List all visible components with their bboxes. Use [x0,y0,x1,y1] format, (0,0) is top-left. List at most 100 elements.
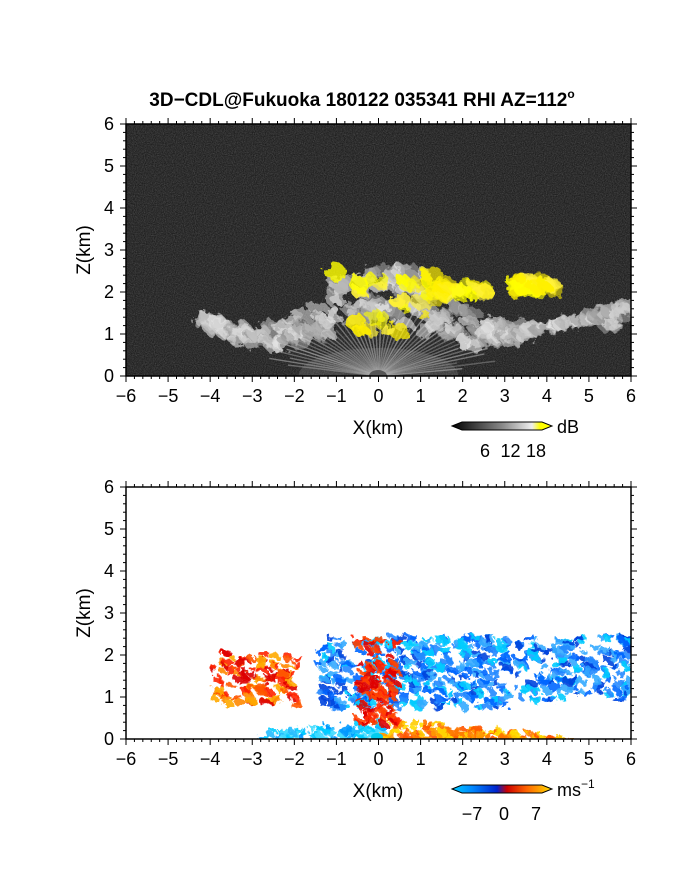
negative-velocity-cell [366,703,374,710]
negative-velocity-cell [385,639,393,648]
negative-velocity-cell [529,688,541,692]
negative-velocity-cell [468,680,476,685]
positive-velocity-cell [395,720,404,729]
negative-velocity-cell [497,657,505,662]
positive-velocity-cell [422,736,434,739]
positive-velocity-cell [386,729,394,737]
negative-velocity-cell [604,634,612,642]
positive-velocity-cell [446,727,458,735]
positive-velocity-cell [390,712,398,719]
negative-velocity-cell [360,638,366,646]
positive-velocity-cell [411,726,417,731]
negative-velocity-cell [491,644,502,651]
title-degree: o [567,87,574,101]
velocity-xtick-label: 3 [500,749,510,769]
negative-velocity-cell [350,734,357,738]
positive-velocity-cell [392,691,398,698]
negative-velocity-cell [440,664,446,669]
negative-velocity-cell [309,725,318,731]
positive-velocity-cell [220,695,231,701]
negative-velocity-cell [531,652,540,660]
positive-velocity-cell [382,678,388,683]
positive-velocity-cell [355,717,363,723]
negative-velocity-cell [563,677,571,686]
negative-velocity-cell [376,729,386,734]
radar-ray [302,337,379,376]
negative-velocity-cell [335,699,346,704]
reflectivity-noise [126,124,631,376]
positive-velocity-cell [264,682,271,688]
negative-velocity-cell [606,689,612,696]
velocity-xtick-label: −6 [116,749,137,769]
positive-velocity-cell [228,654,234,661]
positive-velocity-cell [354,637,362,643]
positive-velocity-cell [222,651,231,655]
negative-velocity-cell [413,670,424,676]
negative-velocity-cell [408,681,414,687]
positive-velocity-cell [257,668,262,674]
negative-velocity-cell [626,690,631,695]
negative-velocity-cell [386,698,392,703]
negative-velocity-cell [416,652,426,660]
negative-velocity-cell [541,665,549,671]
negative-velocity-cell [284,735,292,739]
negative-velocity-cell [400,697,408,704]
positive-velocity-cell [410,717,419,726]
negative-velocity-cell [550,696,555,700]
negative-velocity-cell [598,635,610,640]
negative-velocity-cell [358,734,369,738]
negative-velocity-cell [293,730,299,737]
positive-velocity-cell [268,654,279,659]
negative-velocity-cell [393,656,398,661]
positive-velocity-cell [360,634,367,640]
negative-velocity-cell [431,682,436,689]
positive-velocity-cell [238,657,249,661]
negative-velocity-cell [604,650,615,656]
negative-velocity-cell [379,689,391,693]
velocity-ytick-label: 2 [104,645,114,665]
radar-ray [378,339,450,376]
negative-velocity-cell [329,692,336,700]
positive-velocity-cell [381,716,386,723]
negative-velocity-cell [576,678,587,687]
positive-velocity-cell [292,661,300,668]
positive-velocity-cell [239,679,249,686]
negative-velocity-cell [434,702,445,711]
negative-velocity-cell [616,671,626,676]
positive-velocity-cell [486,728,493,733]
positive-velocity-cell [434,729,440,734]
positive-velocity-cell [371,720,378,725]
positive-velocity-cell [283,653,291,659]
radar-ray [269,357,379,376]
positive-velocity-cell [283,671,293,679]
negative-velocity-cell [338,665,344,673]
negative-velocity-cell [468,693,478,701]
negative-velocity-cell [481,705,492,711]
negative-velocity-cell [591,658,598,666]
negative-velocity-cell [316,647,321,655]
negative-velocity-cell [270,729,277,733]
velocity-xtick-label: −2 [284,749,305,769]
negative-velocity-cell [496,640,506,648]
positive-velocity-cell [375,669,382,674]
positive-velocity-cell [293,657,304,661]
positive-velocity-cell [371,687,378,691]
colorbar-tick-label: 0 [499,804,509,824]
positive-velocity-cell [214,686,224,695]
negative-velocity-cell [328,670,338,676]
negative-velocity-cell [501,701,509,708]
negative-velocity-cell [301,732,308,738]
velocity-xtick-label: 6 [626,749,636,769]
strong-echo [417,311,431,321]
reflectivity-colorbar-unit: dB [557,417,579,437]
positive-velocity-cell [497,738,509,739]
negative-velocity-cell [503,692,512,700]
radar-ray [378,360,496,376]
negative-velocity-cell [497,647,508,651]
negative-velocity-cell [421,671,428,676]
negative-velocity-cell [559,695,566,700]
velocity-xtick-label: −3 [242,749,263,769]
negative-velocity-cell [317,689,323,696]
positive-velocity-cell [473,729,484,735]
negative-velocity-cell [514,662,520,667]
